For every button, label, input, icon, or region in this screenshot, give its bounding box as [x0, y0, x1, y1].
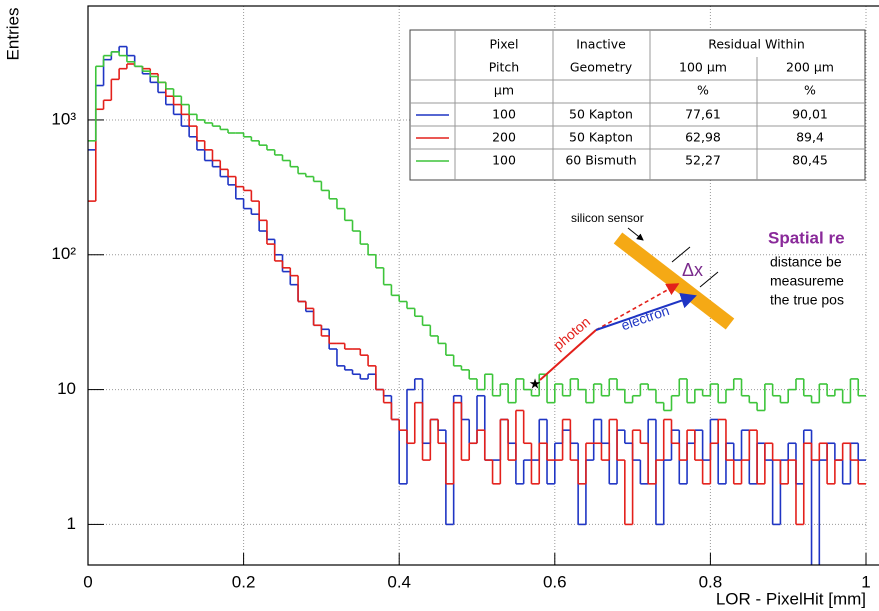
photon-label: photon	[550, 313, 593, 353]
photon-track	[539, 329, 597, 381]
table-cell: 50 Kapton	[569, 130, 633, 145]
table-header: Residual Within	[708, 37, 805, 52]
y-tick-label: 10²	[51, 244, 76, 263]
table-header: Inactive	[576, 37, 626, 52]
y-axis-label: Entries	[3, 8, 22, 61]
x-tick-label: 0.4	[387, 572, 411, 591]
table-cell: 80,45	[792, 153, 828, 168]
sensor-tick	[699, 271, 719, 288]
inset-diagram: ★ silicon sensor photon electron Δx Spat…	[529, 211, 845, 392]
note-heading: Spatial re	[768, 228, 845, 247]
table-header: Pixel	[490, 37, 519, 52]
x-tick-label: 0	[83, 572, 92, 591]
table-header: Pitch	[489, 60, 519, 75]
table-header: Geometry	[570, 60, 633, 75]
table-unit: µm	[494, 83, 514, 98]
x-axis-label: LOR - PixelHit [mm]	[716, 589, 866, 608]
sensor-pointer	[627, 227, 644, 241]
sensor-bar	[613, 232, 735, 330]
sensor-tick	[671, 246, 691, 263]
note-line: measureme	[770, 273, 844, 289]
plot-frame	[87, 5, 879, 566]
y-tick-label: 10³	[51, 109, 76, 128]
table-cell: 90,01	[792, 107, 828, 122]
table-header: 200 µm	[786, 60, 834, 75]
table-frame	[409, 29, 866, 181]
delta-label: Δx	[682, 260, 703, 280]
table-unit: %	[697, 83, 709, 98]
table-cell: 52,27	[685, 153, 721, 168]
y-tick-label: 10	[57, 379, 76, 398]
x-tick-label: 1	[861, 572, 870, 591]
table-cell: 89,4	[796, 130, 824, 145]
y-tick-label: 1	[67, 514, 76, 533]
electron-label: electron	[619, 302, 671, 333]
star: ★	[529, 376, 542, 392]
table-header: 100 µm	[679, 60, 727, 75]
table-cell: 60 Bismuth	[565, 153, 636, 168]
table-cell: 50 Kapton	[569, 107, 633, 122]
histograms	[88, 45, 866, 565]
x-tick-label: 0.2	[232, 572, 256, 591]
table-cell: 200	[492, 130, 516, 145]
photon-extrapolation	[595, 283, 680, 331]
table-cell: 100	[492, 107, 516, 122]
electron-track	[595, 292, 697, 331]
table-cell: 77,61	[685, 107, 721, 122]
note-line: distance be	[770, 254, 842, 270]
note-line: the true pos	[770, 292, 844, 308]
x-tick-label: 0.6	[543, 572, 567, 591]
table-cell: 62,98	[685, 130, 721, 145]
x-tick-label: 0.8	[699, 572, 723, 591]
table-unit: %	[804, 83, 816, 98]
table-cell: 100	[492, 153, 516, 168]
sensor-label: silicon sensor	[571, 211, 644, 225]
legend-table: Pixel Inactive Residual Within Pitch Geometr…	[409, 29, 866, 181]
